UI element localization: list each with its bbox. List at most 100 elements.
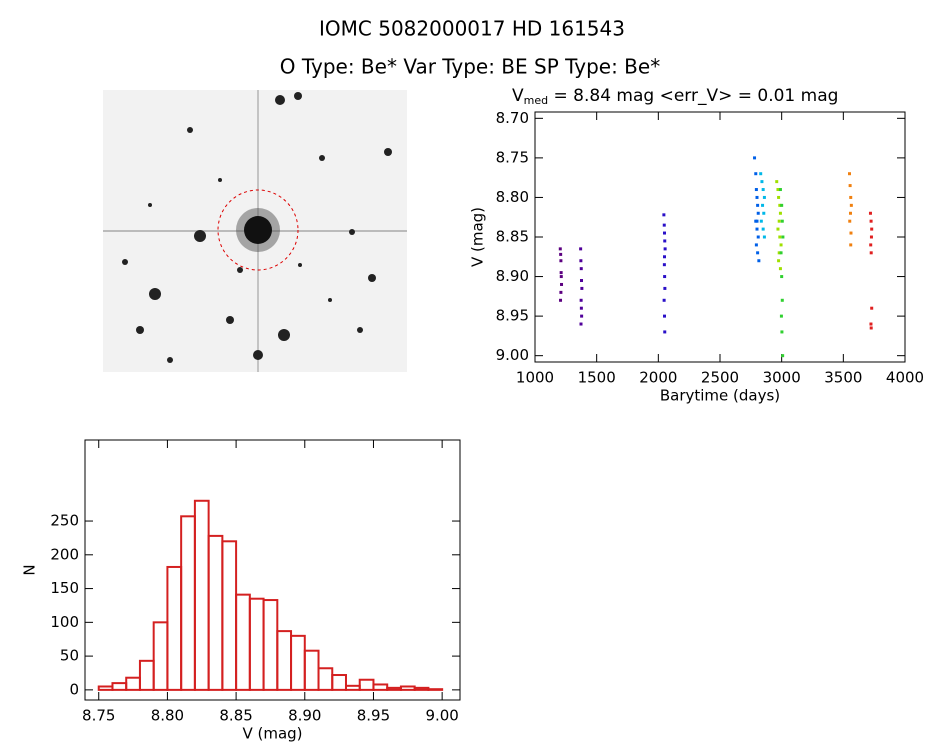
- data-point: [579, 322, 583, 326]
- data-point: [755, 219, 759, 223]
- histogram-bar: [207, 534, 224, 691]
- histogram-bar: [372, 683, 389, 691]
- data-point: [781, 235, 785, 239]
- data-point: [559, 259, 563, 263]
- data-point: [777, 219, 781, 223]
- x-tick-label: 2500: [701, 369, 739, 387]
- histogram-bar: [111, 682, 128, 691]
- data-point: [559, 290, 563, 294]
- data-point: [779, 251, 783, 255]
- histogram-bar: [235, 593, 251, 691]
- data-point: [775, 180, 779, 184]
- histogram-bar: [358, 678, 375, 691]
- data-point: [662, 298, 666, 302]
- data-point: [778, 267, 782, 271]
- x-tick-label: 8.80: [151, 707, 184, 725]
- data-point: [663, 275, 667, 279]
- data-point: [869, 322, 873, 326]
- data-point: [776, 227, 780, 231]
- page-subtitle: O Type: Be* Var Type: BE SP Type: Be*: [280, 55, 660, 79]
- data-point: [663, 247, 667, 251]
- data-point: [777, 251, 781, 255]
- data-point: [780, 330, 784, 334]
- x-tick-label: 1500: [578, 369, 616, 387]
- y-tick-label: 150: [50, 579, 79, 597]
- x-tick-label: 8.75: [82, 707, 115, 725]
- data-point: [868, 211, 872, 215]
- histogram-bar: [152, 621, 169, 691]
- data-point: [579, 306, 583, 310]
- x-tick-label: 2000: [639, 369, 677, 387]
- data-point: [761, 203, 765, 207]
- data-point: [779, 243, 783, 247]
- histogram-bar: [276, 630, 293, 691]
- data-point: [776, 188, 780, 192]
- y-tick-label: 200: [50, 545, 79, 563]
- histogram-bar: [193, 499, 210, 691]
- x-tick-label: 8.90: [288, 707, 321, 725]
- data-point: [559, 271, 563, 275]
- data-point: [761, 188, 765, 192]
- data-point: [755, 227, 759, 231]
- data-point: [778, 211, 782, 215]
- data-point: [869, 251, 873, 255]
- title-part: V: [512, 86, 524, 106]
- histogram-bar: [290, 634, 306, 691]
- data-point: [869, 326, 873, 330]
- data-point: [662, 263, 666, 267]
- x-axis-label: Barytime (days): [660, 387, 780, 405]
- data-point: [778, 203, 782, 207]
- data-point: [759, 172, 763, 176]
- histogram-bar: [317, 667, 334, 691]
- data-point: [756, 211, 760, 215]
- data-point: [780, 298, 784, 302]
- chart-title: Vmed = 8.84 mag <err_V> = 0.01 mag: [512, 86, 838, 107]
- data-point: [760, 180, 764, 184]
- x-tick-label: 3500: [824, 369, 862, 387]
- data-point: [663, 239, 667, 243]
- axes-frame: [534, 111, 906, 363]
- y-tick-label: 50: [60, 647, 79, 665]
- histogram-bar: [427, 688, 444, 691]
- data-point: [848, 211, 852, 215]
- data-point: [559, 298, 563, 302]
- data-point: [870, 227, 874, 231]
- data-point: [559, 275, 563, 279]
- data-point: [754, 243, 758, 247]
- histogram-bar: [399, 685, 416, 691]
- y-tick-label: 8.90: [496, 267, 529, 285]
- star-field-image: [103, 90, 407, 372]
- data-point: [757, 259, 761, 263]
- histogram-bar: [138, 659, 155, 691]
- x-tick-label: 1000: [516, 369, 554, 387]
- histogram-bar: [303, 649, 320, 691]
- data-point: [756, 251, 760, 255]
- x-tick-label: 9.00: [425, 707, 458, 725]
- histogram-bar: [386, 686, 402, 691]
- data-point: [869, 243, 873, 247]
- data-point: [848, 184, 852, 188]
- data-point: [755, 195, 759, 199]
- data-point: [779, 314, 783, 318]
- data-point: [870, 306, 874, 310]
- y-tick-label: 0: [69, 680, 79, 698]
- data-point: [869, 235, 873, 239]
- axes-frame: [84, 439, 461, 701]
- data-point: [662, 223, 666, 227]
- data-point: [663, 286, 667, 290]
- data-point: [580, 314, 584, 318]
- y-tick-label: 250: [50, 512, 79, 530]
- x-tick-label: 3000: [763, 369, 801, 387]
- data-point: [756, 235, 760, 239]
- y-tick-label: 8.75: [496, 148, 529, 166]
- data-point: [777, 195, 781, 199]
- data-point: [849, 195, 853, 199]
- data-point: [869, 219, 873, 223]
- title-part: = 8.84 mag <err_V> = 0.01 mag: [548, 86, 838, 106]
- histogram-bar: [125, 676, 141, 691]
- histogram-bar: [221, 540, 238, 691]
- data-point: [761, 227, 765, 231]
- data-point: [663, 255, 666, 259]
